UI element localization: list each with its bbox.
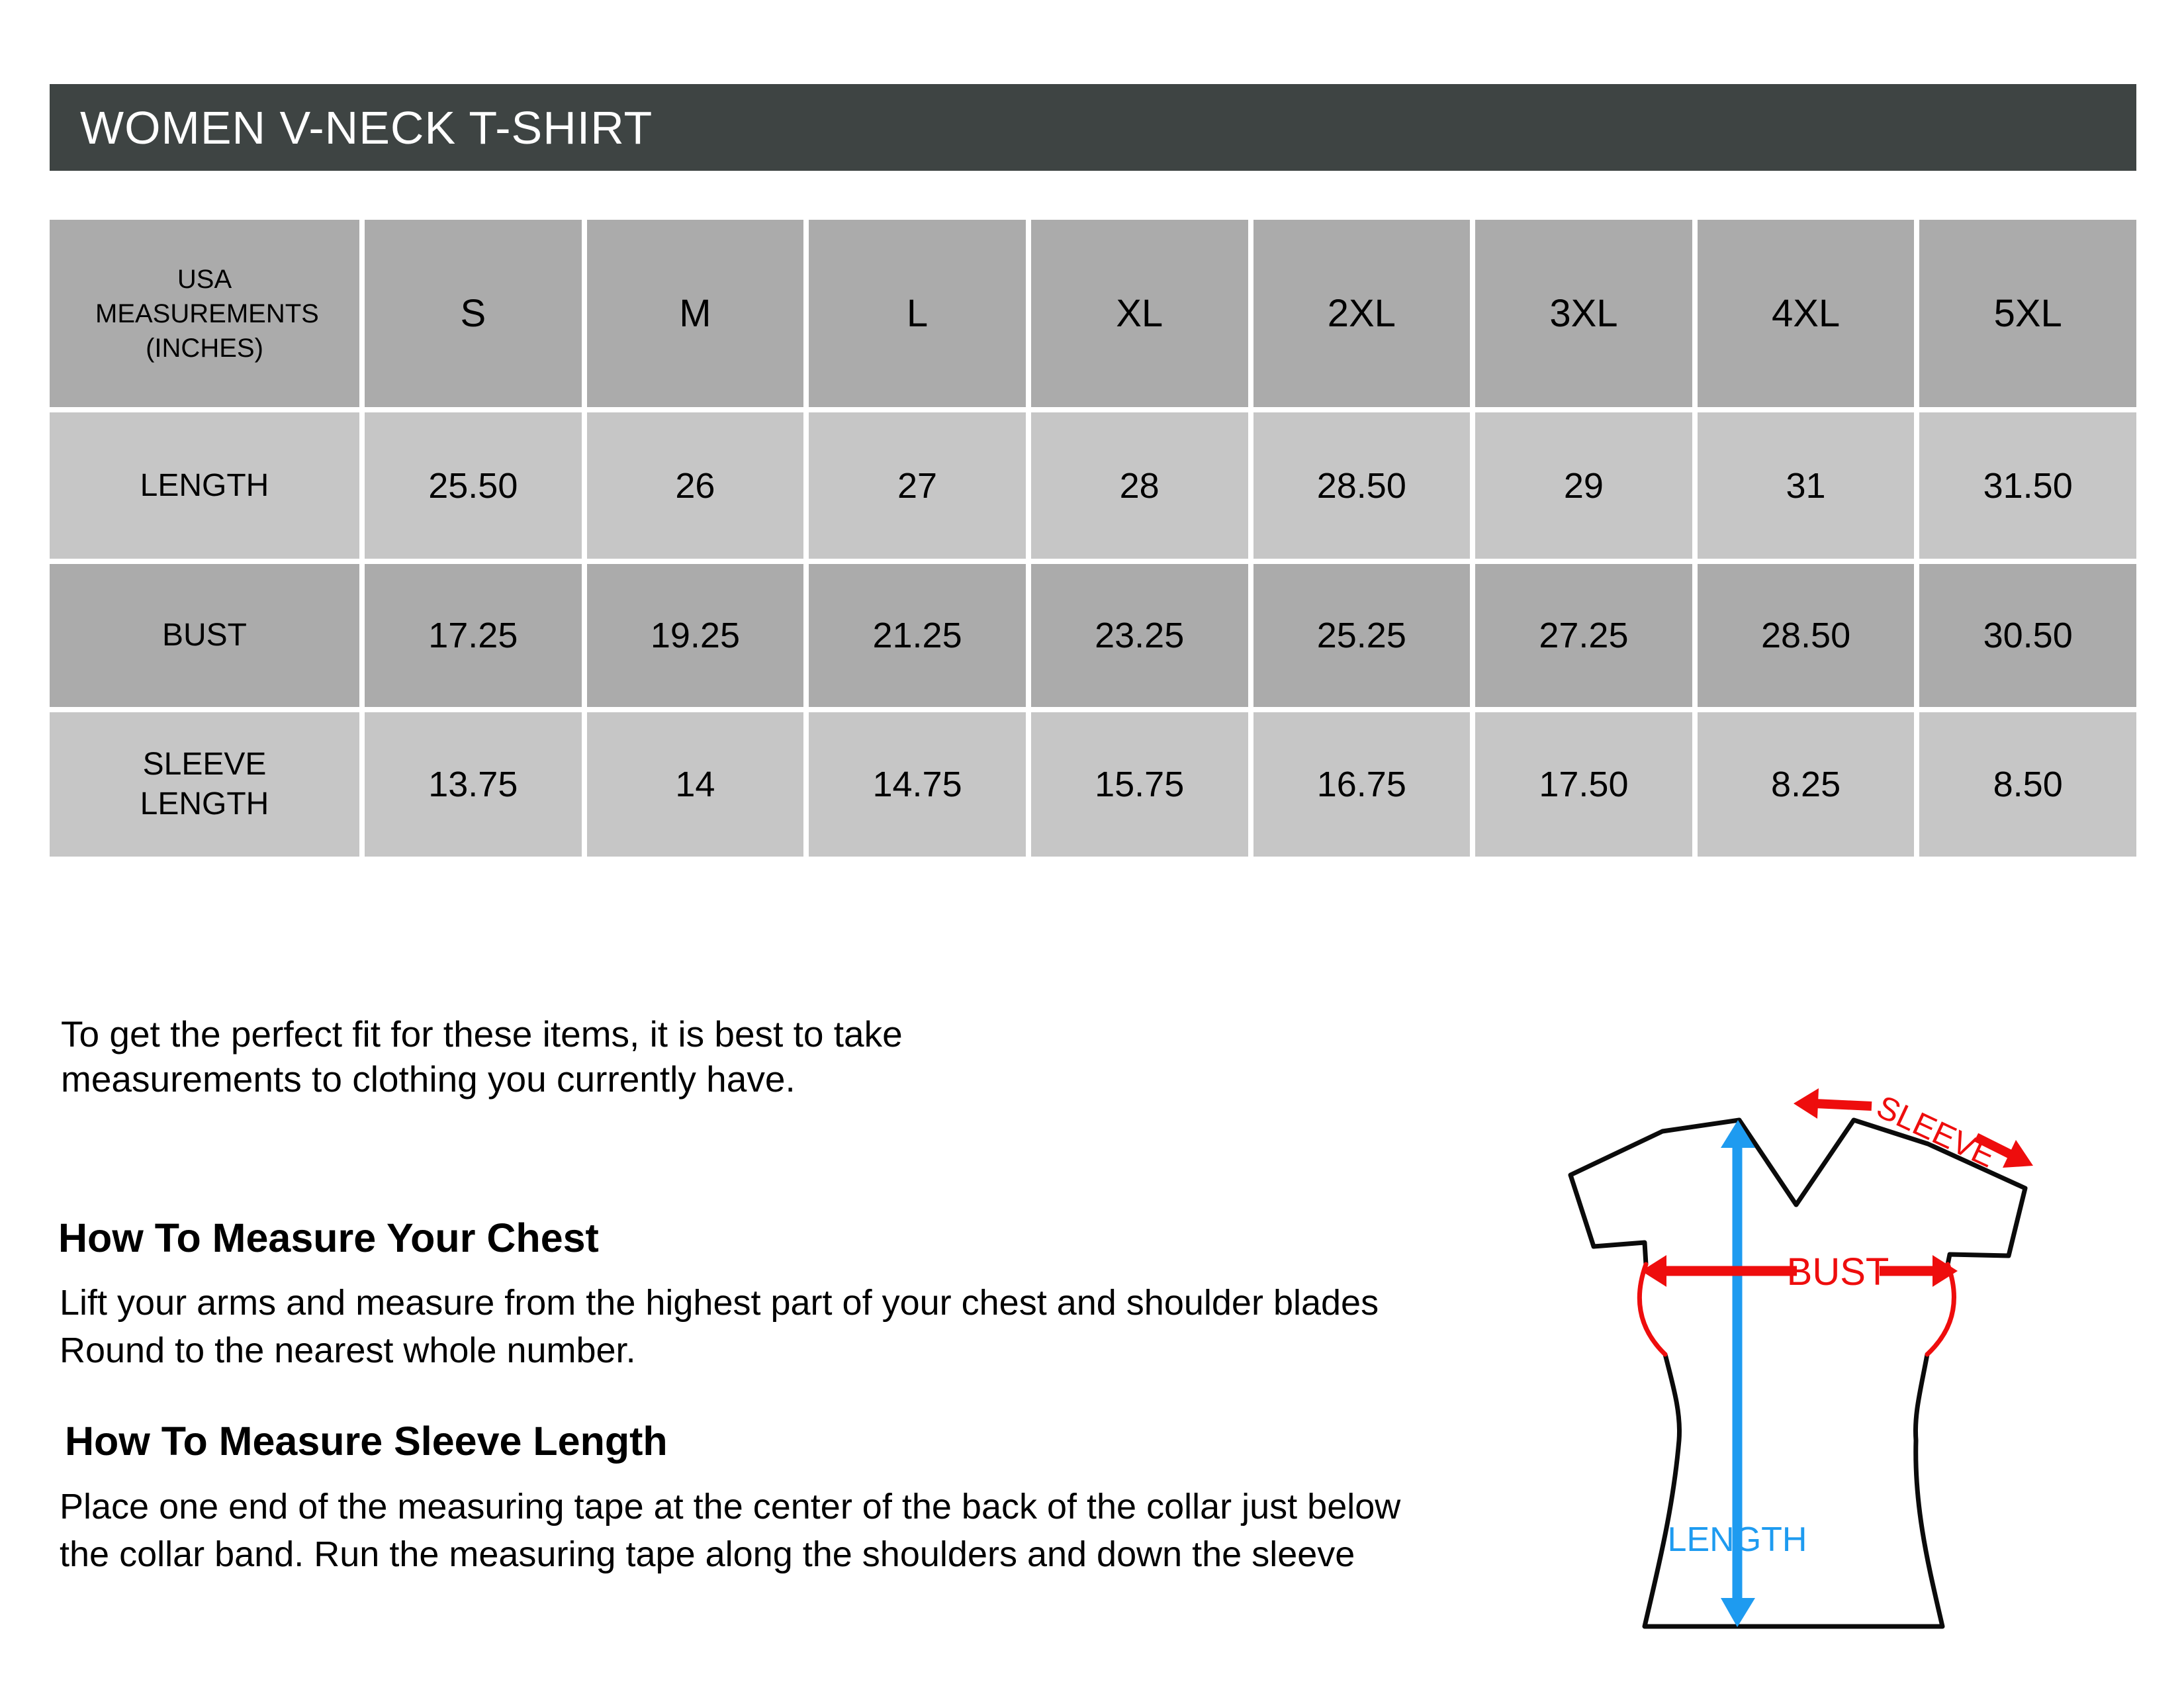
length-value-l: 27 — [809, 412, 1026, 559]
chest-heading: How To Measure Your Chest — [58, 1215, 599, 1260]
length-value-m: 26 — [586, 412, 804, 559]
row-label-bust: BUST — [50, 564, 359, 707]
bust-value-l: 21.25 — [809, 564, 1026, 707]
page-title: WOMEN V-NECK T-SHIRT — [80, 101, 653, 154]
shirt-outline-body — [1642, 1352, 1945, 1629]
title-bar: WOMEN V-NECK T-SHIRT — [50, 84, 2136, 171]
chest-instructions: Lift your arms and measure from the high… — [60, 1283, 1379, 1370]
sleeve-heading: How To Measure Sleeve Length — [65, 1419, 668, 1464]
bust-value-4xl: 28.50 — [1697, 564, 1915, 707]
length-value-s: 25.50 — [365, 412, 582, 559]
length-value-3xl: 29 — [1475, 412, 1692, 559]
sleeve-instructions: Place one end of the measuring tape at t… — [60, 1487, 1401, 1574]
sleeve-value-4xl: 8.25 — [1697, 712, 1915, 857]
sleeve-arrow — [1794, 1088, 2033, 1168]
sleeve-value-xl: 15.75 — [1030, 712, 1248, 857]
sleeve-value-s: 13.75 — [365, 712, 582, 857]
corner-header-cell: USA MEASUREMENTS (INCHES) — [50, 220, 359, 407]
length-label: LENGTH — [1668, 1521, 1807, 1559]
shirt-outline-top — [1568, 1117, 2028, 1267]
sleeve-value-5xl: 8.50 — [1919, 712, 2136, 857]
length-value-xl: 28 — [1030, 412, 1248, 559]
tshirt-diagram: LENGTH BUST SLEEVE — [1568, 1088, 2033, 1629]
size-header-m: M — [586, 220, 804, 407]
size-header-xl: XL — [1030, 220, 1248, 407]
bust-value-xl: 23.25 — [1030, 564, 1248, 707]
length-arrow — [1721, 1120, 1755, 1627]
size-header-3xl: 3XL — [1475, 220, 1692, 407]
armpit-curve-right — [1925, 1262, 1956, 1357]
bust-value-2xl: 25.25 — [1253, 564, 1471, 707]
length-value-5xl: 31.50 — [1919, 412, 2136, 559]
size-header-4xl: 4XL — [1697, 220, 1915, 407]
sleeve-value-2xl: 16.75 — [1253, 712, 1471, 857]
row-label-sleeve-length: SLEEVE LENGTH — [50, 712, 359, 857]
length-value-4xl: 31 — [1697, 412, 1915, 559]
bust-value-5xl: 30.50 — [1919, 564, 2136, 707]
size-header-s: S — [365, 220, 582, 407]
size-header-5xl: 5XL — [1919, 220, 2136, 407]
armpit-curve-left — [1637, 1262, 1668, 1357]
sleeve-value-3xl: 17.50 — [1475, 712, 1692, 857]
length-value-2xl: 28.50 — [1253, 412, 1471, 559]
size-chart-table: USA MEASUREMENTS (INCHES) S M L XL 2XL 3… — [50, 220, 2136, 857]
row-label-length: LENGTH — [50, 412, 359, 559]
bust-value-m: 19.25 — [586, 564, 804, 707]
intro-paragraph: To get the perfect fit for these items, … — [61, 1013, 903, 1100]
size-header-l: L — [809, 220, 1026, 407]
sleeve-value-m: 14 — [586, 712, 804, 857]
bust-arrow — [1641, 1255, 1958, 1287]
sleeve-value-l: 14.75 — [809, 712, 1026, 857]
size-header-2xl: 2XL — [1253, 220, 1471, 407]
bust-label: BUST — [1787, 1250, 1889, 1293]
bust-value-s: 17.25 — [365, 564, 582, 707]
bust-value-3xl: 27.25 — [1475, 564, 1692, 707]
